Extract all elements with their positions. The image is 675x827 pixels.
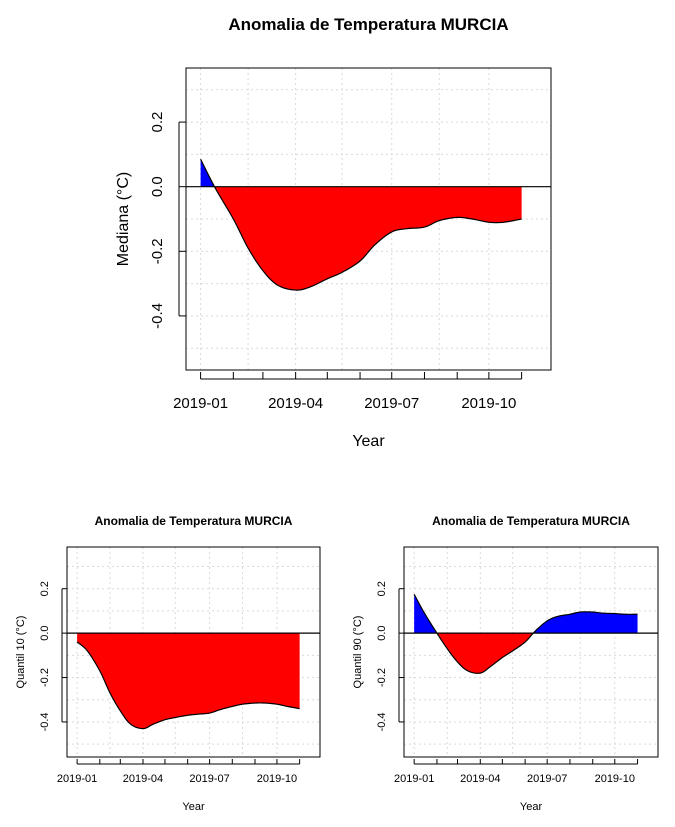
y-tick-label: -0.2	[39, 668, 51, 687]
x-axis-label: Year	[182, 801, 205, 813]
anomaly-curve	[413, 593, 638, 674]
x-tick-label: 2019-04	[268, 395, 323, 412]
y-axis: -0.4 -0.2 0.0 0.2	[376, 581, 404, 731]
x-tick-label: 2019-04	[123, 773, 163, 785]
y-tick-label: 0.2	[376, 581, 388, 596]
anomaly-areas	[200, 158, 522, 291]
chart-panel-3: 2019-01 2019-04 2019-07 2019-10 -0.4 -0.2 0.0 0…	[352, 514, 659, 813]
negative-anomaly-area	[214, 186, 522, 291]
y-axis: -0.4 -0.2 0.0 0.2	[39, 581, 67, 731]
y-tick-label: -0.2	[376, 668, 388, 687]
chart-panel-1: 2019-01 2019-04 2019-07 2019-10 -0.4 -0.2 0.0 0…	[115, 15, 552, 450]
x-tick-label: 2019-04	[460, 773, 500, 785]
grid	[404, 547, 658, 757]
y-tick-label: 0.0	[149, 176, 166, 197]
plot-frame	[403, 546, 659, 758]
positive-anomaly-area	[533, 611, 638, 634]
x-tick-label: 2019-01	[57, 773, 97, 785]
x-axis-label: Year	[520, 801, 543, 813]
x-tick-label: 2019-07	[364, 395, 419, 412]
plot-frame	[66, 546, 321, 758]
chart-title: Anomalia de Temperatura MURCIA	[432, 514, 630, 528]
y-axis-label: Quantil 90 (°C)	[352, 616, 364, 689]
x-tick-label: 2019-01	[394, 773, 434, 785]
x-tick-label: 2019-07	[527, 773, 567, 785]
chart-title: Anomalia de Temperatura MURCIA	[95, 514, 293, 528]
y-tick-label: 0.0	[39, 625, 51, 640]
y-tick-label: -0.4	[376, 712, 388, 731]
x-tick-label: 2019-10	[257, 773, 297, 785]
x-tick-label: 2019-10	[595, 773, 635, 785]
anomaly-curve	[200, 158, 522, 291]
x-tick-label: 2019-10	[461, 395, 516, 412]
y-tick-label: 0.2	[39, 581, 51, 596]
x-axis-label: Year	[352, 433, 385, 450]
x-tick-label: 2019-01	[173, 395, 228, 412]
positive-anomaly-area	[414, 594, 437, 634]
negative-anomaly-area	[77, 633, 300, 729]
y-axis: -0.4 -0.2 0.0 0.2	[149, 112, 186, 329]
chart-title: Anomalia de Temperatura MURCIA	[228, 15, 508, 34]
y-tick-label: 0.2	[149, 112, 166, 133]
anomaly-areas	[76, 633, 300, 730]
chart-panel-2: 2019-01 2019-04 2019-07 2019-10 -0.4 -0.2 0.0 0…	[15, 514, 321, 813]
y-axis-label: Mediana (°C)	[115, 172, 132, 266]
y-axis-label: Quantil 10 (°C)	[15, 616, 27, 689]
y-tick-label: -0.4	[39, 712, 51, 731]
x-axis: 2019-01 2019-04 2019-07 2019-10	[173, 372, 523, 412]
x-axis: 2019-01 2019-04 2019-07 2019-10	[57, 759, 301, 785]
plot-frame	[185, 67, 552, 371]
anomaly-curve	[76, 641, 300, 730]
y-tick-label: 0.0	[376, 625, 388, 640]
x-tick-label: 2019-07	[189, 773, 229, 785]
negative-anomaly-area	[436, 633, 534, 674]
anomaly-areas	[413, 593, 638, 674]
x-axis: 2019-01 2019-04 2019-07 2019-10	[394, 759, 639, 785]
y-tick-label: -0.2	[149, 238, 166, 264]
positive-anomaly-area	[200, 159, 215, 187]
y-tick-label: -0.4	[149, 303, 166, 329]
